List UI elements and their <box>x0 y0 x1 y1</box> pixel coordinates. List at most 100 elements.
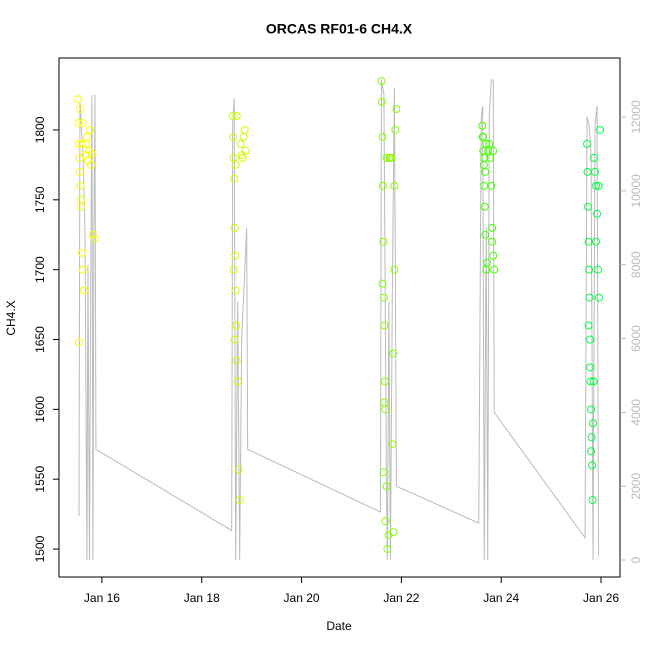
point <box>230 174 239 183</box>
point <box>592 181 601 190</box>
point <box>235 496 244 505</box>
point <box>391 125 400 134</box>
point <box>76 195 85 204</box>
point <box>377 98 386 107</box>
point <box>379 237 388 246</box>
point <box>73 95 82 104</box>
point <box>77 248 86 257</box>
point <box>236 139 245 148</box>
point <box>229 153 238 162</box>
point <box>480 181 489 190</box>
point <box>87 149 96 158</box>
point <box>478 121 487 130</box>
point <box>241 146 250 155</box>
point <box>78 118 87 127</box>
y-tick-label: 1500 <box>33 535 47 562</box>
y-tick-label: 1800 <box>33 116 47 143</box>
point <box>232 321 241 330</box>
y-tick-label: 1550 <box>33 466 47 493</box>
point <box>588 461 597 470</box>
point <box>480 202 489 211</box>
point <box>584 202 593 211</box>
altitude-line <box>78 79 600 561</box>
point <box>75 104 84 113</box>
point <box>593 209 602 218</box>
point <box>594 181 603 190</box>
y2-tick-label: 4000 <box>629 399 643 426</box>
y2-tick-label: 12000 <box>629 100 643 134</box>
point <box>381 517 390 526</box>
point <box>479 132 488 141</box>
point <box>583 167 592 176</box>
point <box>482 139 491 148</box>
point <box>85 125 94 134</box>
x-tick-label: Jan 18 <box>184 591 220 605</box>
point <box>586 363 595 372</box>
point <box>587 447 596 456</box>
y2-tick-label: 0 <box>629 556 643 563</box>
point <box>388 440 397 449</box>
point <box>485 139 494 148</box>
point <box>480 153 489 162</box>
point <box>379 293 388 302</box>
x-tick-label: Jan 16 <box>84 591 120 605</box>
y-axis-label: CH4.X <box>4 300 18 335</box>
point <box>380 377 389 386</box>
point <box>377 77 386 86</box>
point <box>596 125 605 134</box>
point <box>586 335 595 344</box>
y2-tick-label: 2000 <box>629 473 643 500</box>
point <box>90 234 99 243</box>
point <box>232 356 241 365</box>
point <box>79 286 88 295</box>
point <box>585 265 594 274</box>
point <box>586 377 595 386</box>
point <box>591 167 600 176</box>
point <box>481 167 490 176</box>
point <box>585 293 594 302</box>
point <box>584 321 593 330</box>
point <box>230 223 239 232</box>
point <box>486 153 495 162</box>
chart-title: ORCAS RF01-6 CH4.X <box>266 21 413 37</box>
point <box>231 286 240 295</box>
x-tick-label: Jan 24 <box>483 591 519 605</box>
x-axis-label: Date <box>326 619 352 633</box>
point <box>76 181 85 190</box>
point <box>378 279 387 288</box>
point <box>228 111 237 120</box>
point <box>88 230 97 239</box>
point <box>231 251 240 260</box>
point <box>390 181 399 190</box>
point <box>378 181 387 190</box>
point <box>232 111 241 120</box>
point <box>483 258 492 267</box>
x-tick-label: Jan 20 <box>284 591 320 605</box>
point <box>592 237 601 246</box>
point <box>490 265 499 274</box>
point <box>74 338 83 347</box>
point <box>380 321 389 330</box>
point <box>392 104 401 113</box>
y-tick-label: 1750 <box>33 186 47 213</box>
point <box>587 433 596 442</box>
point <box>229 132 238 141</box>
point <box>594 265 603 274</box>
point <box>78 265 87 274</box>
point <box>382 482 391 491</box>
y2-tick-label: 8000 <box>629 251 643 278</box>
point <box>589 377 598 386</box>
point <box>77 139 86 148</box>
x-tick-label: Jan 26 <box>583 591 619 605</box>
plot-frame <box>58 57 621 578</box>
y-tick-label: 1600 <box>33 396 47 423</box>
point <box>389 528 398 537</box>
point <box>76 202 85 211</box>
point <box>238 153 247 162</box>
point <box>389 349 398 358</box>
point <box>378 132 387 141</box>
point <box>230 335 239 344</box>
point <box>588 496 597 505</box>
point <box>86 160 95 169</box>
